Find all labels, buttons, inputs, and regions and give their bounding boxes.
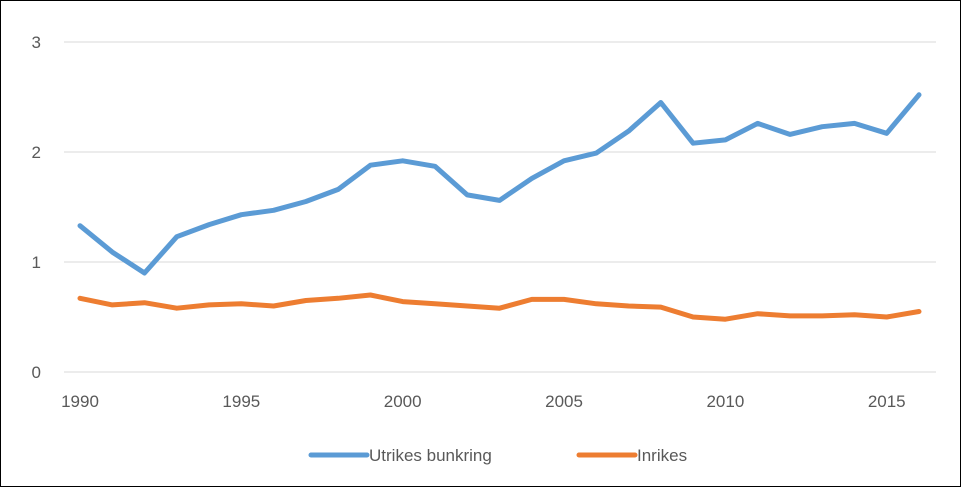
x-axis-ticks: 1990 1995 2000 2005 2010 2015: [61, 392, 906, 411]
y-axis-ticks: 0 1 2 3: [32, 33, 41, 382]
x-tick-label: 1995: [222, 392, 260, 411]
x-tick-label: 2000: [384, 392, 422, 411]
y-tick-label: 2: [32, 143, 41, 162]
y-tick-label: 0: [32, 363, 41, 382]
series-lines: [77, 92, 922, 322]
x-tick-label: 2005: [545, 392, 583, 411]
legend-item: Inrikes: [576, 446, 687, 465]
x-tick-label: 2015: [868, 392, 906, 411]
gridlines: [64, 41, 936, 373]
legend-item: Utrikes bunkring: [308, 446, 492, 465]
legend-label: Utrikes bunkring: [369, 446, 492, 465]
x-tick-label: 1990: [61, 392, 99, 411]
series-line-utrikes-bunkring: [77, 92, 922, 276]
x-tick-label: 2010: [706, 392, 744, 411]
y-tick-label: 3: [32, 33, 41, 52]
legend-label: Inrikes: [637, 446, 687, 465]
y-tick-label: 1: [32, 253, 41, 272]
legend: Utrikes bunkring Inrikes: [308, 446, 687, 465]
series-line-inrikes: [77, 292, 922, 322]
